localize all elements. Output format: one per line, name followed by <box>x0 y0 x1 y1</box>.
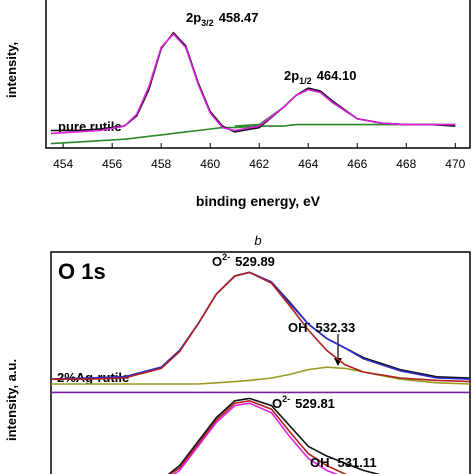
x-tick-label: 458 <box>151 157 171 171</box>
annotation-part: 464.10 <box>317 68 357 83</box>
series-line <box>172 402 339 474</box>
series-line <box>51 271 470 383</box>
annotation-part: 531.11 <box>338 455 377 470</box>
x-tick-label: 466 <box>347 157 367 171</box>
annotation-part: - <box>330 453 333 463</box>
annotation-part: 458.47 <box>219 10 259 25</box>
annotation: 2p3/2 458.47 <box>186 10 258 28</box>
plot-frame <box>50 251 471 474</box>
annotation-part: 529.89 <box>235 254 275 269</box>
annotation-part: OH <box>310 455 330 470</box>
x-axis-label: binding energy, eV <box>196 193 321 209</box>
x-tick-label: 454 <box>53 157 73 171</box>
annotation: O2- 529.89 <box>212 252 275 269</box>
series-line <box>168 399 348 474</box>
x-tick-label: 456 <box>102 157 122 171</box>
series-line <box>51 271 470 380</box>
series-group <box>51 271 470 474</box>
caption: b <box>254 233 261 248</box>
annotation-part: 2- <box>222 252 230 262</box>
annotation-part: 2p <box>284 68 299 83</box>
annotation-part: 2p <box>186 10 201 25</box>
annotation-part: O <box>272 396 282 411</box>
annotation-part: 532.33 <box>316 320 356 335</box>
series-line <box>50 31 456 133</box>
plot-frame <box>45 0 471 149</box>
annotation: OH- 531.11 <box>310 453 377 470</box>
series-line <box>50 123 456 145</box>
annotation: O2- 529.81 <box>272 394 335 411</box>
annotation-part: 529.81 <box>295 396 335 411</box>
y-axis-label: intensity, <box>4 42 19 98</box>
annotation-part: 3/2 <box>201 18 214 28</box>
annotation-part: OH <box>288 320 308 335</box>
x-tick-label: 462 <box>249 157 269 171</box>
y-axis-label: intensity, a.u. <box>4 359 19 441</box>
annotation: OH- 532.33 <box>288 318 355 335</box>
x-tick-label: 460 <box>200 157 220 171</box>
series-line <box>51 271 470 380</box>
series-line <box>167 397 381 474</box>
x-tick-label: 468 <box>396 157 416 171</box>
annotation-part: 1/2 <box>299 76 312 86</box>
x-tick-label: 470 <box>445 157 465 171</box>
series-group <box>50 31 456 145</box>
annotation-part: O <box>212 254 222 269</box>
annotation-part: - <box>308 318 311 328</box>
panel-title: O 1s <box>58 259 106 284</box>
x-tick-label: 464 <box>298 157 318 171</box>
series-line <box>50 32 456 135</box>
annotation-part: 2- <box>282 394 290 404</box>
annotation: 2p1/2 464.10 <box>284 68 356 86</box>
